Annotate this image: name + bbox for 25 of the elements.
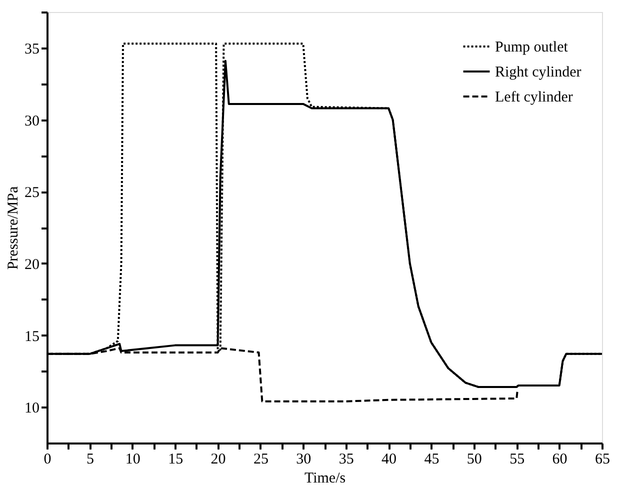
x-tick-label: 15: [168, 452, 184, 468]
y-axis-title: Pressure/MPa: [6, 186, 22, 270]
y-tick-label: 10: [24, 400, 40, 417]
y-tick-label: 30: [24, 113, 40, 130]
x-axis-title: Time/s: [304, 470, 346, 486]
x-tick-label: 10: [125, 452, 140, 468]
x-tick-label: 50: [466, 452, 482, 468]
x-tick-label: 40: [382, 452, 397, 468]
y-tick-label: 20: [24, 256, 40, 273]
y-tick-label: 25: [24, 185, 40, 202]
x-tick-label: 0: [44, 452, 52, 468]
x-tick-label: 25: [253, 452, 268, 468]
legend-label: Pump outlet: [495, 40, 569, 56]
legend-label: Left cylinder: [495, 90, 573, 106]
x-tick-label: 20: [210, 452, 226, 468]
legend-label: Right cylinder: [495, 64, 582, 80]
x-tick-label: 35: [338, 452, 354, 468]
x-tick-label: 55: [510, 452, 525, 468]
x-tick-label: 65: [595, 452, 610, 468]
x-tick-label: 5: [86, 452, 94, 468]
x-tick-label: 30: [296, 452, 312, 468]
x-tick-label: 60: [552, 452, 568, 468]
x-tick-label: 45: [424, 452, 440, 468]
y-tick-label: 15: [24, 328, 40, 345]
y-tick-label: 35: [24, 41, 40, 58]
